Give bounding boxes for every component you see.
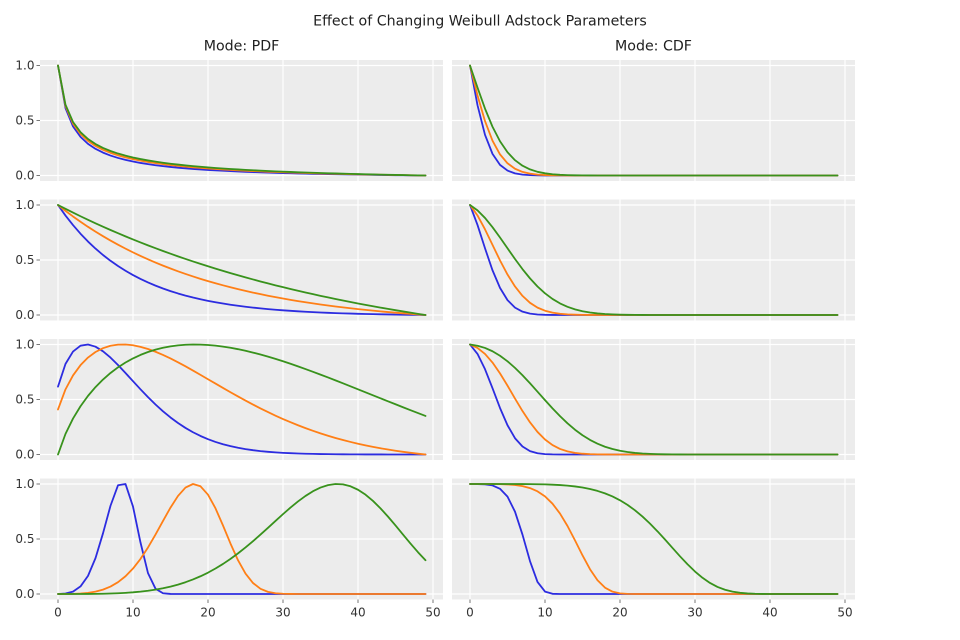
x-tick-label: 10 xyxy=(125,606,140,620)
curve-scale-40 xyxy=(469,64,839,177)
subplot-grid: 1.0 0.5 0.0 1.0 0.5 0.0 1.0 0.5 0.0 0 10 20 30 40 50 1.… xyxy=(15,59,855,620)
curve-scale-20 xyxy=(57,483,427,595)
x-tick-label: 50 xyxy=(425,606,440,620)
y-tick-label: 0.0 xyxy=(15,169,34,183)
y-tick-label: 1.0 xyxy=(15,59,34,73)
panel-row3-pdf: 1.0 0.5 0.0 xyxy=(15,338,443,462)
panel-row2-pdf: 1.0 0.5 0.0 xyxy=(15,198,443,322)
x-tick-label: 0 xyxy=(54,606,62,620)
x-tick-label: 0 xyxy=(466,606,474,620)
y-tick-label: 0.5 xyxy=(15,253,34,267)
curve-scale-40 xyxy=(469,204,839,316)
curve-scale-20 xyxy=(57,343,427,456)
x-tick-label: 30 xyxy=(687,606,702,620)
curve-scale-40 xyxy=(469,483,839,595)
y-tick-label: 0.0 xyxy=(15,308,34,322)
y-tick-label: 1.0 xyxy=(15,477,34,491)
panel-row1-pdf: 1.0 0.5 0.0 xyxy=(15,59,443,183)
y-tick-label: 1.0 xyxy=(15,338,34,352)
x-tick-label: 20 xyxy=(612,606,627,620)
curve-scale-40 xyxy=(469,343,839,456)
x-tick-label: 40 xyxy=(350,606,365,620)
curve-scale-40 xyxy=(57,483,427,595)
x-tick-label: 40 xyxy=(762,606,777,620)
y-tick-label: 0.0 xyxy=(15,587,34,601)
x-tick-label: 10 xyxy=(537,606,552,620)
y-tick-label: 0.5 xyxy=(15,114,34,128)
y-tick-label: 0.0 xyxy=(15,448,34,462)
x-tick-label: 20 xyxy=(200,606,215,620)
panel-row4-cdf: 0 10 20 30 40 50 xyxy=(452,478,855,620)
y-tick-label: 0.5 xyxy=(15,532,34,546)
curve-scale-40 xyxy=(57,204,427,316)
gridlines xyxy=(452,199,855,321)
panel-row3-cdf xyxy=(452,339,855,460)
curve-scale-20 xyxy=(57,204,427,316)
panel-row4-pdf: 0 10 20 30 40 50 1.0 0.5 0.0 xyxy=(15,477,443,620)
curve-scale-10 xyxy=(57,204,427,316)
y-tick-label: 1.0 xyxy=(15,198,34,212)
column-title-pdf: Mode: PDF xyxy=(204,39,280,55)
curve-scale-40 xyxy=(57,343,427,456)
figure-title: Effect of Changing Weibull Adstock Param… xyxy=(313,14,647,30)
column-title-cdf: Mode: CDF xyxy=(615,39,692,55)
panel-row1-cdf xyxy=(452,60,855,181)
y-tick-label: 0.5 xyxy=(15,393,34,407)
x-tick-label: 50 xyxy=(837,606,852,620)
x-tick-label: 30 xyxy=(275,606,290,620)
panel-row2-cdf xyxy=(452,199,855,321)
curve-scale-40 xyxy=(57,64,427,177)
